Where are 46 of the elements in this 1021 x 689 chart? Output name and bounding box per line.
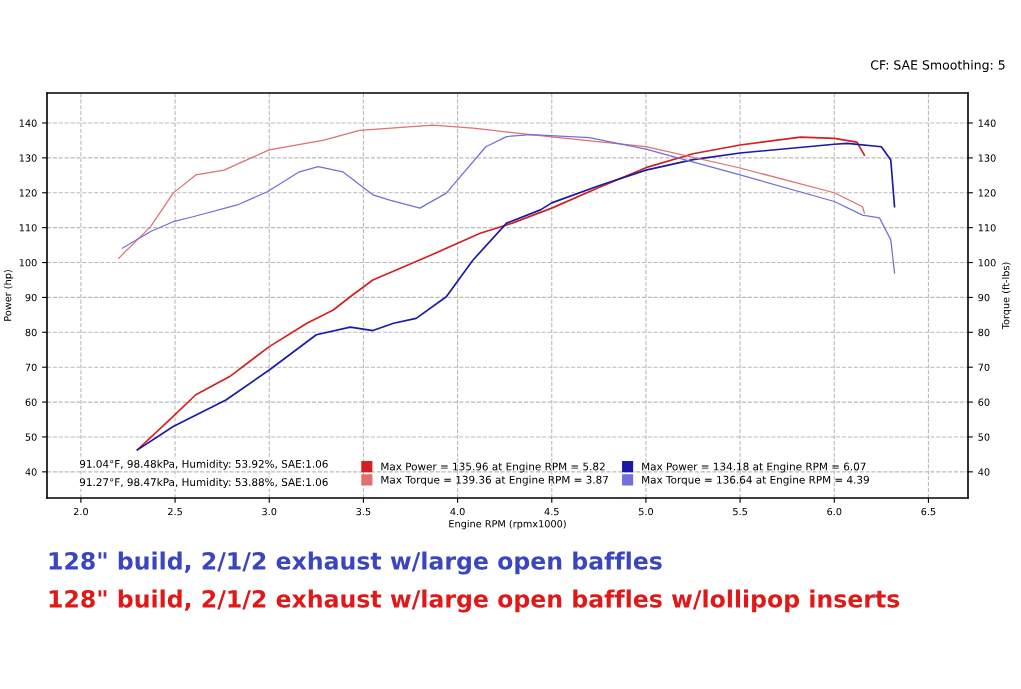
y-tick-label: 40	[25, 468, 37, 476]
y-axis-title: Power (hp)	[3, 270, 14, 321]
x-tick-label: 2.5	[168, 507, 182, 516]
y-tick-label: 60	[25, 398, 37, 406]
y2-tick-label: 80	[978, 328, 990, 337]
y-tick-label: 80	[25, 328, 37, 337]
y2-tick-label: 110	[978, 224, 996, 232]
y-tick-label: 100	[19, 259, 37, 267]
x-tick-label: 3.0	[262, 507, 277, 516]
text: 128" build, 2/1/2 exhaust w/large open baffles w/lollipop inserts	[49, 589, 900, 613]
x-tick-label: 5.5	[733, 508, 747, 516]
y-tick-label: 70	[25, 363, 37, 372]
text: 128" build, 2/1/2 exhaust w/large open baffles	[49, 551, 662, 575]
x-tick-label: 4.0	[450, 507, 465, 516]
y2-tick-label: 130	[978, 154, 996, 162]
line-series	[117, 124, 866, 259]
y2-tick-label: 40	[978, 468, 990, 476]
y-tick-label: 50	[25, 433, 37, 441]
annotation: 91.27°F, 98.47kPa, Humidity: 53.88%, SAE:1.06	[79, 477, 328, 489]
y2-tick-label: 90	[978, 293, 990, 302]
x-tick-label: 4.5	[544, 508, 559, 516]
x-tick-label: 2.0	[73, 507, 88, 516]
text: CF: SAE Smoothing: 5	[870, 59, 1005, 73]
y2-tick-label: 50	[978, 433, 990, 441]
legend-label: Max Torque = 136.64 at Engine RPM = 4.39	[642, 475, 869, 486]
y-tick-label: 130	[19, 154, 37, 162]
legend-label: Max Power = 135.96 at Engine RPM = 5.82	[381, 462, 605, 473]
annotation: 91.04°F, 98.48kPa, Humidity: 53.92%, SAE:1.06	[79, 459, 328, 470]
y2-tick-label: 120	[978, 189, 996, 197]
y2-tick-label: 140	[978, 119, 996, 127]
y-tick-label: 90	[25, 293, 37, 302]
y-tick-label: 120	[19, 189, 37, 197]
line-series	[121, 134, 896, 274]
y-tick-label: 110	[19, 224, 37, 232]
x-tick-label: 6.5	[921, 507, 936, 516]
legend-label: Max Torque = 139.36 at Engine RPM = 3.87	[381, 475, 608, 486]
y2-tick-label: 70	[978, 363, 990, 372]
legend-label: Max Power = 134.18 at Engine RPM = 6.07	[642, 462, 866, 473]
y2-tick-label: 100	[978, 259, 996, 267]
y2-tick-label: 60	[978, 398, 990, 406]
x-tick-label: 6.0	[827, 507, 842, 516]
x-tick-label: 5.0	[638, 507, 654, 516]
x-tick-label: 3.5	[356, 507, 371, 516]
x-axis-title: Engine RPM (rpmx1000)	[449, 519, 566, 530]
y-tick-label: 140	[19, 119, 37, 127]
y2-axis-title: Torque (ft-lbs)	[1001, 262, 1012, 330]
